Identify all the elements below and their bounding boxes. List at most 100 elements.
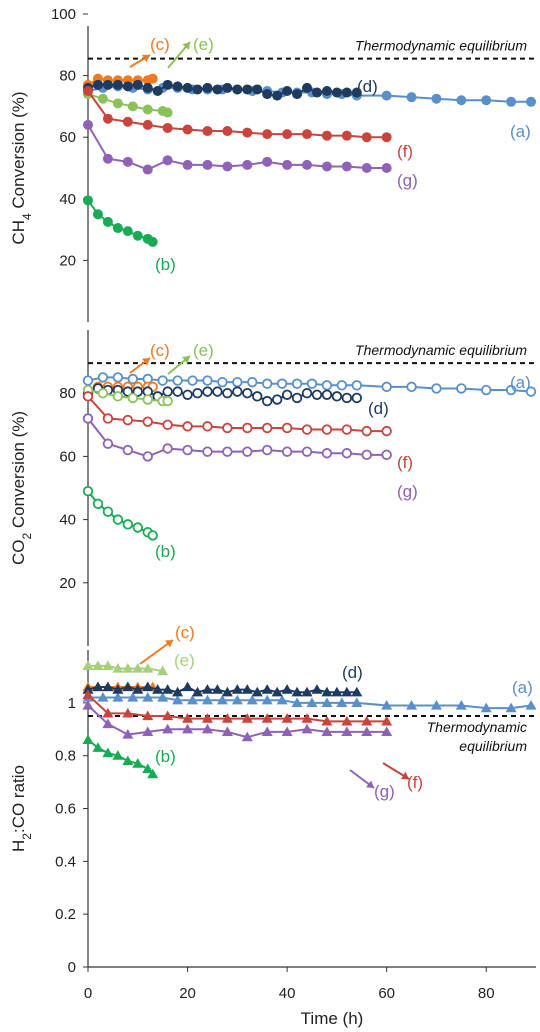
- data-point: [505, 384, 517, 396]
- data-point: [102, 747, 114, 758]
- data-point: [281, 422, 293, 434]
- data-point: [122, 681, 134, 692]
- series-line: [87, 694, 387, 723]
- data-point: [302, 129, 313, 140]
- series-d: (d): [82, 383, 389, 418]
- data-point: [241, 684, 253, 694]
- data-point: [142, 710, 154, 721]
- y-tick-label: 100: [51, 6, 76, 23]
- data-point: [276, 694, 288, 705]
- data-point: [262, 395, 273, 407]
- x-tick-label: 0: [84, 985, 92, 1002]
- data-point: [241, 731, 253, 742]
- data-point: [361, 726, 373, 737]
- data-point: [182, 723, 194, 734]
- data-point: [102, 707, 114, 718]
- data-point: [301, 424, 313, 435]
- data-point: [92, 681, 104, 692]
- series-d: (d): [82, 663, 363, 697]
- data-point: [281, 446, 293, 457]
- series-label: (f): [397, 142, 413, 161]
- data-point: [232, 84, 243, 95]
- series-label: (d): [368, 399, 389, 418]
- series-e: (e): [82, 651, 195, 676]
- series-label: (g): [374, 782, 395, 801]
- data-point: [102, 216, 113, 227]
- series-f: (f): [82, 689, 423, 792]
- data-point: [97, 93, 108, 104]
- series-e: (e): [82, 341, 214, 407]
- series-a: (a): [82, 678, 537, 713]
- data-point: [381, 449, 392, 461]
- data-point: [162, 395, 173, 407]
- data-point: [261, 694, 273, 705]
- arrow-head: [366, 780, 374, 788]
- series-line: [87, 704, 387, 739]
- series-label: (b): [155, 542, 176, 561]
- data-point: [381, 163, 392, 173]
- data-point: [222, 82, 233, 93]
- data-point: [302, 159, 313, 170]
- series-label: (g): [397, 171, 418, 190]
- series-label: (c): [150, 35, 170, 54]
- data-point: [182, 159, 193, 170]
- data-point: [321, 389, 333, 400]
- data-point: [221, 686, 233, 697]
- data-point: [142, 119, 153, 130]
- data-point: [142, 451, 153, 462]
- data-point: [311, 684, 323, 694]
- data-point: [97, 372, 109, 383]
- data-point: [142, 726, 154, 737]
- data-point: [525, 386, 537, 397]
- data-point: [261, 684, 273, 694]
- data-point: [202, 159, 213, 170]
- data-point: [142, 662, 154, 673]
- data-point: [336, 697, 348, 707]
- data-point: [112, 223, 123, 234]
- data-point: [132, 522, 143, 533]
- data-point: [162, 155, 173, 166]
- data-point: [242, 422, 253, 434]
- data-point: [102, 660, 114, 670]
- data-point: [92, 742, 104, 752]
- data-point: [83, 195, 93, 206]
- data-point: [157, 692, 169, 702]
- series-line: [87, 124, 387, 171]
- data-point: [525, 699, 537, 710]
- data-point: [321, 686, 333, 697]
- equilibrium-label: Thermodynamic equilibrium: [355, 38, 527, 54]
- series-g: (g): [83, 119, 418, 190]
- data-point: [157, 665, 169, 676]
- data-point: [201, 713, 213, 723]
- series-a: (a): [82, 372, 537, 397]
- data-point: [112, 684, 124, 694]
- data-point: [276, 378, 288, 389]
- data-point: [242, 84, 253, 95]
- data-point: [381, 381, 392, 393]
- series-line: [87, 490, 154, 537]
- equilibrium-label-line2: equilibrium: [459, 738, 527, 754]
- data-point: [142, 164, 153, 175]
- data-point: [82, 699, 94, 710]
- series-label: (e): [193, 35, 214, 54]
- data-point: [102, 113, 113, 124]
- y-tick-label: 1: [68, 695, 76, 712]
- data-point: [481, 95, 492, 106]
- arrow-head: [165, 640, 173, 648]
- x-tick-label: 40: [279, 985, 296, 1002]
- data-point: [311, 389, 323, 400]
- data-point: [182, 124, 193, 135]
- data-point: [97, 692, 109, 702]
- data-point: [321, 380, 333, 391]
- data-point: [212, 386, 223, 397]
- data-point: [291, 686, 303, 697]
- data-point: [172, 686, 184, 697]
- data-point: [282, 159, 293, 170]
- arrow-head: [182, 42, 190, 50]
- data-point: [262, 378, 273, 389]
- data-point: [406, 381, 417, 393]
- data-point: [127, 101, 138, 112]
- data-point: [331, 87, 342, 98]
- series-g: (g): [82, 413, 418, 501]
- data-point: [406, 699, 418, 710]
